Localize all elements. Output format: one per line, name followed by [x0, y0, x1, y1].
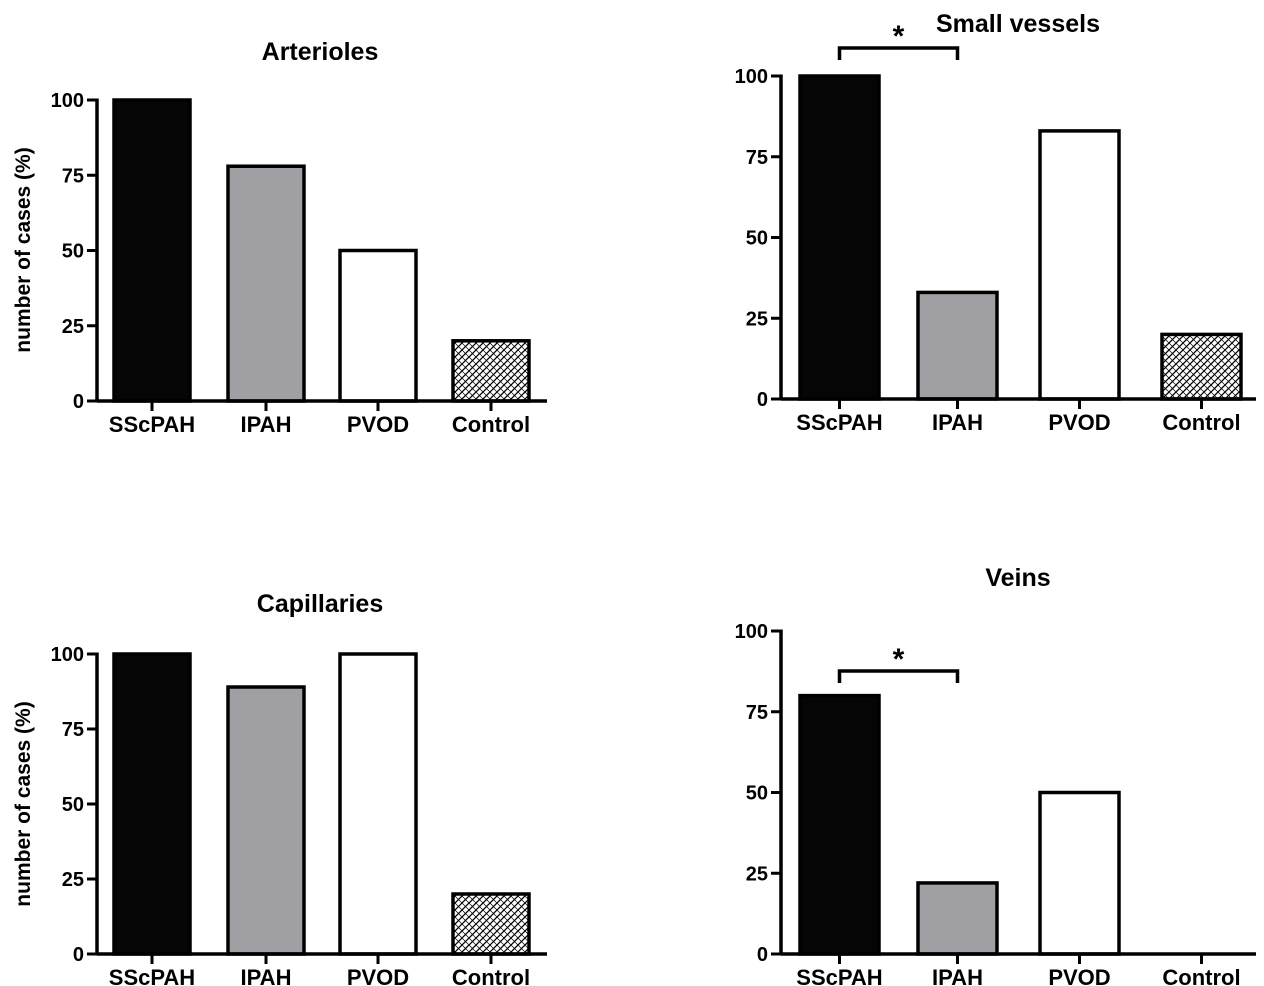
chart4-bar-pvod: [1038, 790, 1121, 956]
chart3-xtick-label-control: Control: [452, 965, 530, 986]
chart1-bar-control: [451, 339, 531, 403]
chart1-ytick-label-25: 25: [62, 316, 84, 338]
chart2-ytick-label-100: 100: [735, 66, 768, 88]
chart2-xtick-label-sscpah: SScPAH: [796, 410, 882, 435]
chart3-bar-control: [451, 892, 531, 956]
chart2-bar-ipah: [916, 290, 999, 401]
chart3-xtick-label-sscpah: SScPAH: [109, 965, 195, 986]
chart4-ytick-label-50: 50: [746, 783, 768, 805]
chart4-xtick-label-pvod: PVOD: [1048, 965, 1110, 986]
chart4-title: Veins: [985, 564, 1050, 592]
chart3-ylabel: number of cases (%): [12, 701, 35, 906]
chart1-title: Arterioles: [262, 38, 379, 66]
chart2-xtick-label-control: Control: [1162, 410, 1240, 435]
chart3-bar-sscpah: [112, 652, 192, 956]
chart3-bar-ipah: [226, 685, 306, 956]
chart1-xtick-label-sscpah: SScPAH: [109, 412, 195, 437]
chart2-bar-sscpah: [798, 74, 881, 401]
chart1-ytick-label-50: 50: [62, 241, 84, 263]
chart2-ytick-label-50: 50: [746, 228, 768, 250]
chart2-ytick-label-0: 0: [757, 389, 768, 411]
chart2-ytick-label-25: 25: [746, 308, 768, 330]
chart1-ylabel: number of cases (%): [12, 147, 35, 352]
chart4-significance-bracket: [837, 669, 960, 683]
chart2-bar-pvod: [1038, 129, 1121, 401]
chart3-xtick-label-pvod: PVOD: [347, 965, 409, 986]
chart2-title: Small vessels: [936, 10, 1100, 38]
chart3-ytick-label-25: 25: [62, 869, 84, 891]
chart1-xtick-label-pvod: PVOD: [347, 412, 409, 437]
chart4-xtick-label-sscpah: SScPAH: [796, 965, 882, 986]
chart2-xtick-label-ipah: IPAH: [932, 410, 983, 435]
chart4-ytick-label-75: 75: [746, 702, 768, 724]
chart4-xtick-label-ipah: IPAH: [932, 965, 983, 986]
chart4-xtick-label-control: Control: [1162, 965, 1240, 986]
chart3-bar-pvod: [338, 652, 418, 956]
chart4-bar-sscpah: [798, 693, 881, 956]
chart3-ytick-label-0: 0: [73, 944, 84, 966]
chart1-ytick-label-75: 75: [62, 165, 84, 187]
chart1-ytick-label-100: 100: [51, 90, 84, 112]
chart1-ytick-label-0: 0: [73, 391, 84, 413]
chart3-ytick-label-50: 50: [62, 794, 84, 816]
chart2-significance-bracket: [837, 46, 960, 60]
chart4-significance-star: *: [893, 643, 905, 676]
chart3-title: Capillaries: [257, 590, 383, 618]
chart1-xtick-label-ipah: IPAH: [241, 412, 292, 437]
chart3-ytick-label-75: 75: [62, 719, 84, 741]
chart4-ytick-label-0: 0: [757, 944, 768, 966]
chart4-bar-ipah: [916, 881, 999, 956]
chart2-bar-control: [1160, 332, 1243, 401]
chart2-ytick-label-75: 75: [746, 147, 768, 169]
chart1-bar-ipah: [226, 164, 306, 403]
chart2-significance-star: *: [893, 20, 905, 53]
chart1-bar-pvod: [338, 248, 418, 403]
chart4-ytick-label-25: 25: [746, 863, 768, 885]
chart1-bar-sscpah: [112, 98, 192, 403]
chart1-xtick-label-control: Control: [452, 412, 530, 437]
chart2-xtick-label-pvod: PVOD: [1048, 410, 1110, 435]
chart3-xtick-label-ipah: IPAH: [241, 965, 292, 986]
chart3-ytick-label-100: 100: [51, 644, 84, 666]
chart4-ytick-label-100: 100: [735, 621, 768, 643]
